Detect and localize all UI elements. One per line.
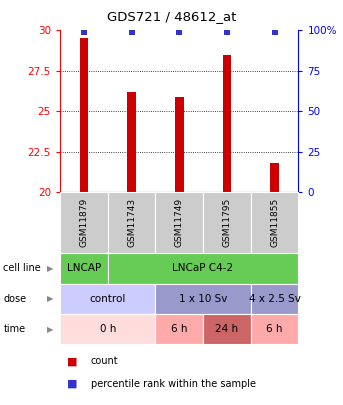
Bar: [108, 253, 298, 284]
Text: 1 x 10 Sv: 1 x 10 Sv: [179, 294, 227, 304]
Text: GSM11795: GSM11795: [222, 198, 232, 247]
Bar: [60, 253, 108, 284]
Bar: [60, 314, 155, 344]
Bar: [175, 97, 184, 192]
Text: 6 h: 6 h: [171, 324, 188, 334]
Text: GDS721 / 48612_at: GDS721 / 48612_at: [107, 10, 236, 23]
Text: 24 h: 24 h: [215, 324, 238, 334]
Bar: [155, 314, 203, 344]
Bar: [127, 92, 136, 192]
Text: count: count: [91, 356, 119, 367]
Bar: [270, 163, 279, 192]
Text: LNCaP C4-2: LNCaP C4-2: [173, 263, 234, 273]
Bar: [203, 192, 251, 253]
Bar: [203, 314, 251, 344]
Bar: [251, 314, 298, 344]
Text: ▶: ▶: [47, 264, 53, 273]
Text: control: control: [90, 294, 126, 304]
Text: ▶: ▶: [47, 294, 53, 303]
Bar: [80, 38, 88, 192]
Text: percentile rank within the sample: percentile rank within the sample: [91, 379, 256, 389]
Text: time: time: [3, 324, 26, 334]
Text: 6 h: 6 h: [266, 324, 283, 334]
Bar: [251, 192, 298, 253]
Bar: [60, 284, 155, 314]
Bar: [108, 192, 155, 253]
Text: GSM11879: GSM11879: [79, 198, 88, 247]
Bar: [251, 284, 298, 314]
Text: ▶: ▶: [47, 324, 53, 334]
Text: ■: ■: [67, 379, 78, 389]
Text: ■: ■: [67, 356, 78, 367]
Text: 4 x 2.5 Sv: 4 x 2.5 Sv: [249, 294, 300, 304]
Text: GSM11855: GSM11855: [270, 198, 279, 247]
Text: 0 h: 0 h: [99, 324, 116, 334]
Bar: [155, 284, 251, 314]
Bar: [155, 192, 203, 253]
Text: cell line: cell line: [3, 263, 41, 273]
Text: GSM11749: GSM11749: [175, 198, 184, 247]
Text: GSM11743: GSM11743: [127, 198, 136, 247]
Text: dose: dose: [3, 294, 26, 304]
Text: LNCAP: LNCAP: [67, 263, 101, 273]
Bar: [223, 55, 231, 192]
Bar: [60, 192, 108, 253]
